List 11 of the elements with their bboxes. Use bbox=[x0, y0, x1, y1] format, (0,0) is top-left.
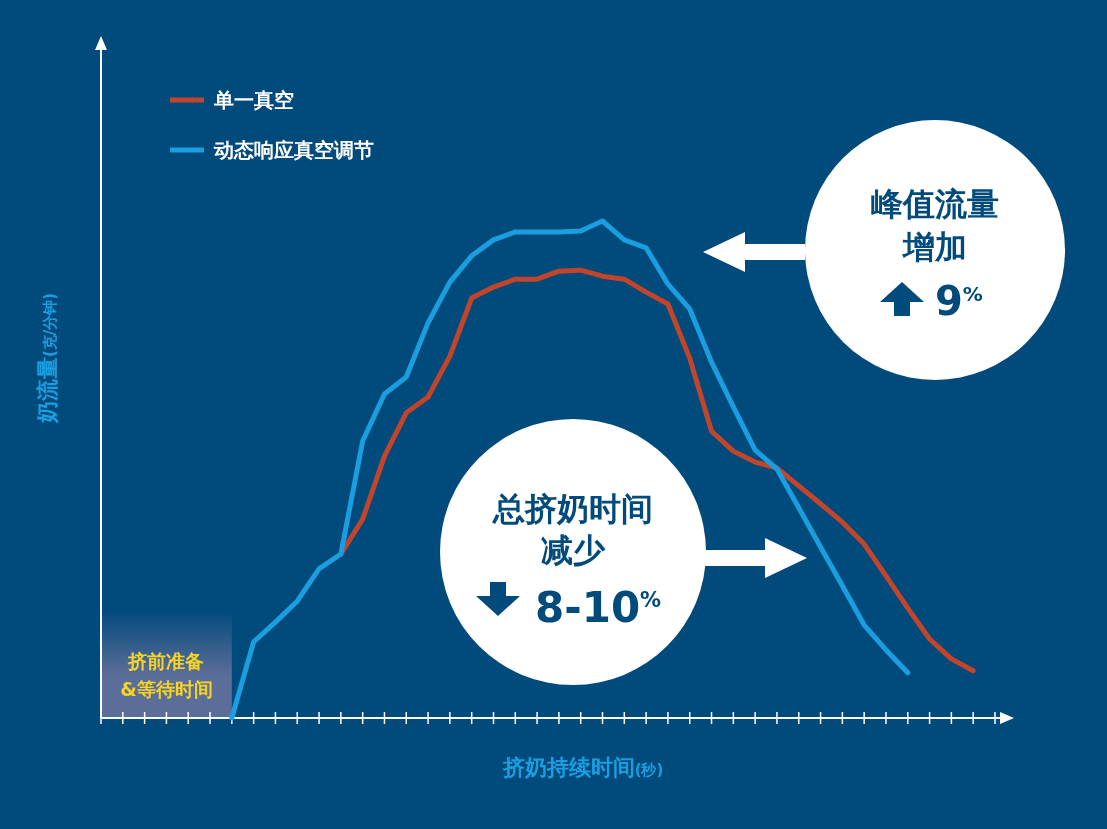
annotation: 9$^{%}$ bbox=[935, 278, 983, 324]
annotation: 总挤奶时间 bbox=[492, 490, 653, 528]
y-axis-title: 奶流量(克/分钟) bbox=[35, 292, 60, 425]
annotation: 增加 bbox=[901, 228, 967, 266]
x-axis-title: 挤奶持续时间(秒) bbox=[501, 755, 664, 780]
annotation: 8-10$^{%}$ bbox=[535, 583, 662, 632]
legend-label: 单一真空 bbox=[213, 88, 294, 112]
annotation: 减少 bbox=[541, 531, 606, 569]
annotation: 峰值流量 bbox=[871, 185, 999, 223]
legend-label: 动态响应真空调节 bbox=[213, 138, 374, 162]
annotation: 挤前准备&等待时间 bbox=[120, 650, 213, 700]
